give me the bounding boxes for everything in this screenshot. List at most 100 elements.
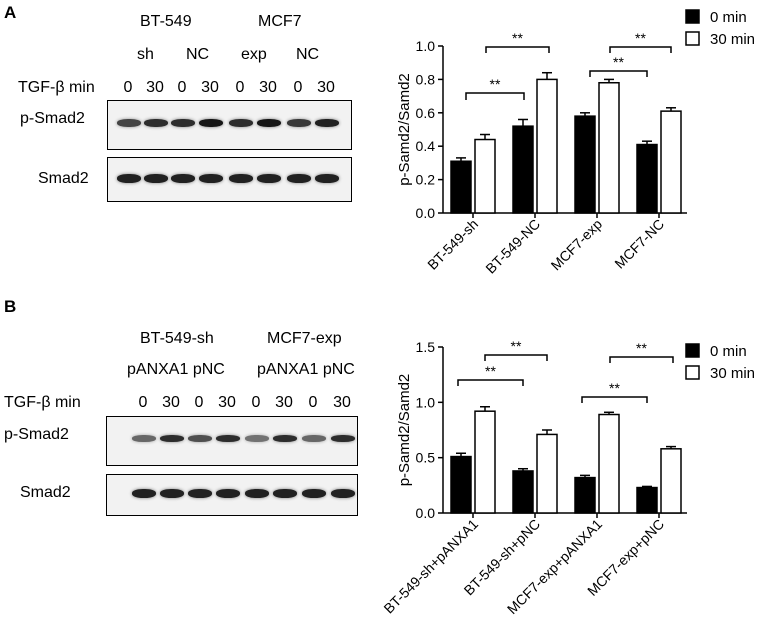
bar-30min: [598, 413, 620, 514]
blot-b-cellline-1: BT-549-sh: [140, 330, 214, 347]
blot-b-time-label: 30: [275, 394, 293, 411]
blot-b-psmad2-band: [188, 435, 212, 442]
x-tick-label: BT-549-sh+pANXA1: [380, 516, 481, 617]
blot-a-psmad2-membrane: [107, 100, 352, 150]
blot-a-smad2-band: [287, 174, 311, 183]
blot-b-row-label-smad2: Smad2: [20, 484, 71, 501]
y-tick-label: 1.5: [416, 339, 436, 355]
x-tick-label: BT-549-NC: [482, 216, 543, 277]
blot-b-psmad2-band: [273, 435, 297, 442]
blot-a-row-label-psmad2: p-Smad2: [20, 110, 85, 127]
bar-0min: [450, 160, 472, 214]
y-tick-label: 0.0: [416, 205, 436, 221]
blot-b-groups-1: pANXA1 pNC: [127, 361, 225, 378]
x-tick-label: BT-549-sh: [424, 216, 481, 273]
blot-a-smad2-band: [229, 174, 253, 183]
significance-bracket: [457, 379, 524, 386]
blot-a-psmad2-band: [287, 119, 311, 127]
legend-swatch-0min: [685, 343, 700, 358]
blot-a-smad2-band: [171, 174, 195, 183]
blot-a-time-label: 0: [177, 79, 187, 96]
blot-b-psmad2-band: [245, 435, 269, 442]
significance-bracket: [485, 46, 550, 53]
blot-a-psmad2-band: [199, 119, 223, 127]
y-tick-label: 0.8: [416, 71, 436, 87]
significance-bracket: [589, 70, 648, 77]
significance-bracket: [484, 354, 548, 361]
blot-a-group-2: NC: [186, 46, 210, 63]
blot-b-smad2-band: [160, 489, 184, 498]
blot-a-time-label: 0: [293, 79, 303, 96]
blot-b-time-label: 0: [194, 394, 204, 411]
blot-a-time-label: 30: [146, 79, 164, 96]
significance-label: **: [511, 338, 522, 354]
blot-a-treatment-label: TGF-β min: [18, 79, 95, 96]
significance-label: **: [485, 363, 496, 379]
blot-b-smad2-band: [302, 489, 326, 498]
blot-b-smad2-band: [216, 489, 240, 498]
blot-a-group-3: exp: [241, 46, 267, 63]
blot-b-time-label: 0: [308, 394, 318, 411]
blot-a-smad2-band: [199, 174, 223, 183]
y-tick-label: 1.0: [416, 38, 436, 54]
legend-label: 30 min: [710, 31, 755, 48]
blot-a-psmad2-band: [117, 119, 141, 127]
blot-a-row-label-smad2: Smad2: [38, 170, 89, 187]
y-axis-label: p-Samd2/Samd2: [396, 73, 413, 186]
blot-b-treatment-label: TGF-β min: [4, 394, 81, 411]
blot-a-psmad2-band: [257, 119, 281, 127]
x-tick-label: MCF7-NC: [611, 216, 667, 272]
x-tick-label: MCF7-exp: [548, 216, 606, 274]
bar-30min: [536, 433, 558, 514]
blot-a-smad2-band: [117, 174, 141, 183]
blot-b-smad2-membrane: [106, 474, 358, 516]
bar-30min: [598, 81, 620, 214]
blot-b-row-label-psmad2: p-Smad2: [4, 426, 69, 443]
y-tick-label: 0.4: [416, 138, 436, 154]
blot-b-time-label: 0: [251, 394, 261, 411]
significance-bracket: [581, 396, 648, 403]
bar-30min: [660, 448, 682, 514]
blot-b-psmad2-band: [132, 435, 156, 442]
blot-b-smad2-band: [331, 489, 355, 498]
y-tick-label: 0.2: [416, 172, 436, 188]
significance-bracket: [609, 356, 674, 363]
blot-a-smad2-membrane: [107, 157, 352, 202]
bar-30min: [474, 138, 496, 214]
blot-a-cellline-1: BT-549: [140, 13, 192, 30]
legend-label: 0 min: [710, 9, 747, 26]
blot-a-cellline-2: MCF7: [258, 13, 302, 30]
blot-b-smad2-band: [245, 489, 269, 498]
blot-a-smad2-band: [257, 174, 281, 183]
significance-label: **: [490, 76, 501, 92]
legend-swatch-30min: [685, 365, 700, 380]
bar-30min: [536, 78, 558, 214]
blot-b-psmad2-membrane: [106, 416, 358, 466]
blot-a-group-1: sh: [137, 46, 154, 63]
y-tick-label: 1.0: [416, 394, 436, 410]
legend-label: 30 min: [710, 365, 755, 382]
panel-a-letter: A: [4, 3, 17, 22]
legend-label: 0 min: [710, 343, 747, 360]
blot-a-smad2-band: [144, 174, 168, 183]
blot-b-psmad2-band: [302, 435, 326, 442]
bar-0min: [512, 470, 534, 514]
significance-label: **: [512, 30, 523, 46]
blot-b-time-label: 0: [138, 394, 148, 411]
bar-30min: [660, 110, 682, 214]
blot-b-psmad2-band: [160, 435, 184, 442]
y-tick-label: 0.0: [416, 505, 436, 521]
blot-b-groups-2: pANXA1 pNC: [257, 361, 355, 378]
blot-a-psmad2-band: [171, 119, 195, 127]
blot-b-time-label: 30: [333, 394, 351, 411]
bar-0min: [574, 476, 596, 514]
significance-label: **: [636, 340, 647, 356]
significance-label: **: [635, 30, 646, 46]
blot-b-psmad2-band: [216, 435, 240, 442]
blot-b-smad2-band: [273, 489, 297, 498]
bar-0min: [574, 115, 596, 214]
blot-a-psmad2-band: [229, 119, 253, 127]
blot-a-time-label: 30: [201, 79, 219, 96]
blot-b-smad2-band: [188, 489, 212, 498]
